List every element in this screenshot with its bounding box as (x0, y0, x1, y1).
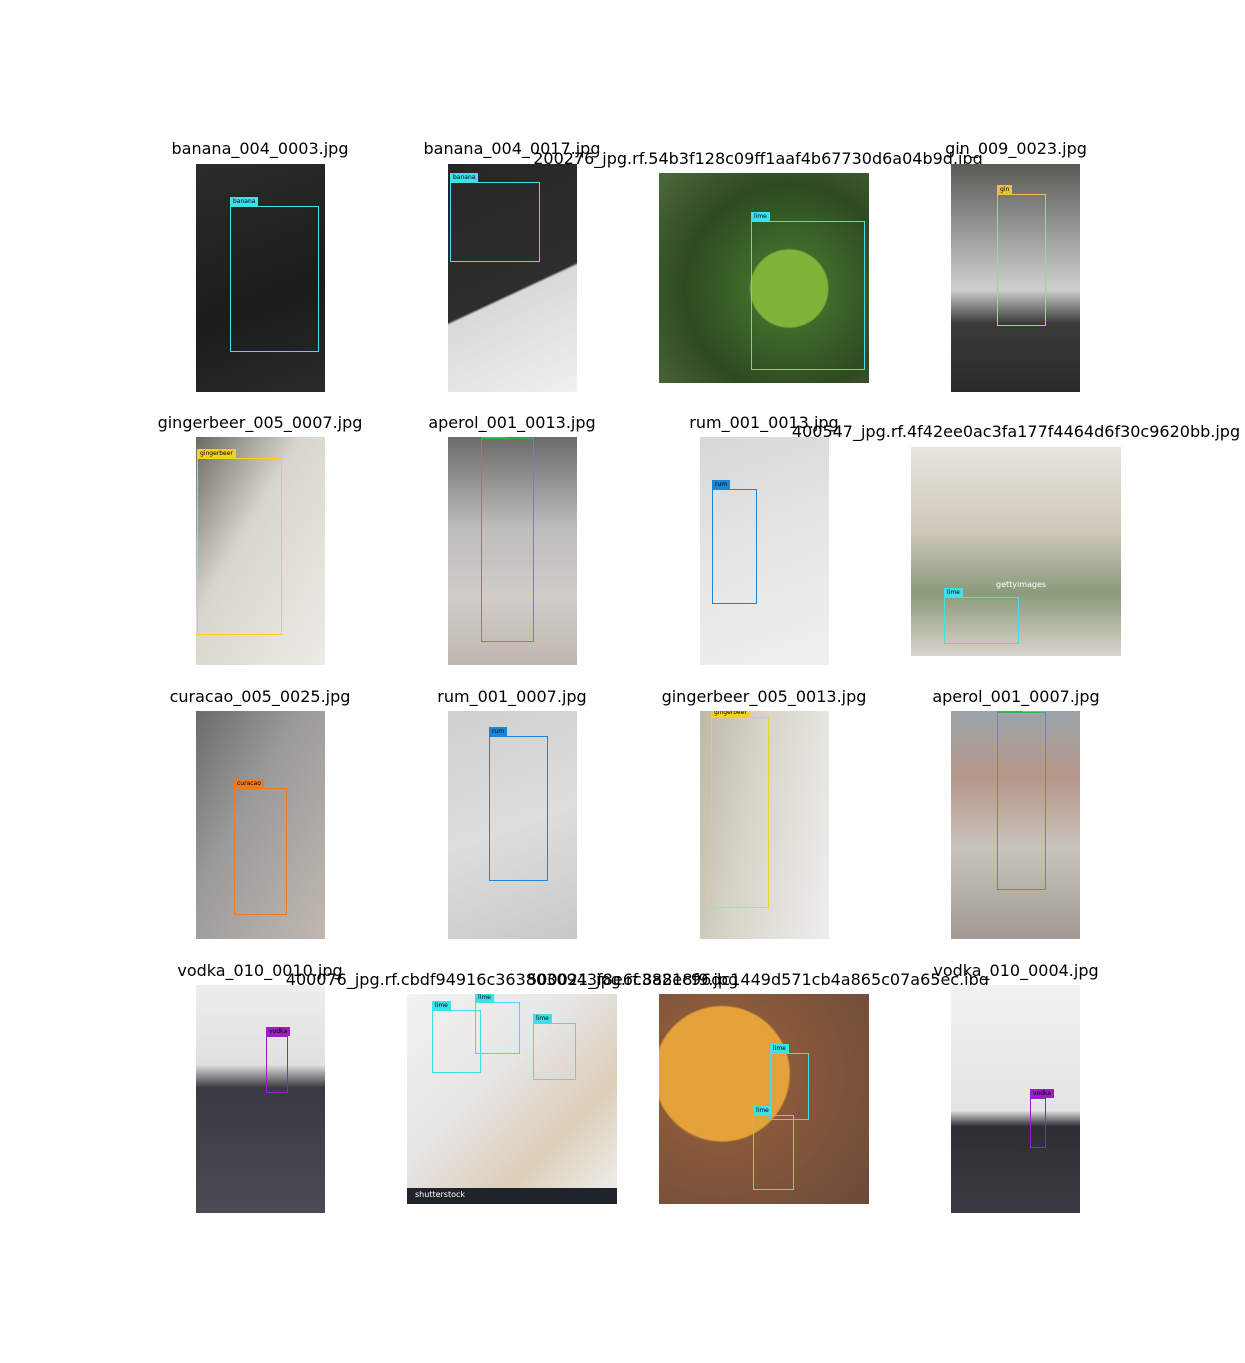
bounding-box-gingerbeer (711, 717, 769, 908)
image-title: rum_001_0007.jpg (437, 687, 587, 706)
bounding-box-gin (997, 194, 1046, 326)
detection-image: rum (448, 711, 577, 939)
image-title: gingerbeer_005_0007.jpg (157, 413, 363, 432)
class-label: banana (450, 173, 479, 182)
class-label: lime (944, 588, 963, 597)
detection-image: aperol (951, 711, 1080, 939)
detection-image: curacao (196, 711, 325, 939)
bounding-box-lime (770, 1053, 809, 1120)
bounding-box-gingerbeer (197, 458, 282, 635)
detection-image: gin (951, 164, 1080, 392)
class-label: gingerbeer (711, 711, 750, 717)
image-title: 500021_jpg.rf.8a8ec96dc1449d571cb4a865c0… (527, 970, 989, 989)
image-title: banana_004_0017.jpg (423, 139, 601, 158)
bounding-box-lime (944, 597, 1019, 644)
image-title: 200276_jpg.rf.54b3f128c09ff1aaf4b67730d6… (533, 149, 983, 168)
bounding-box-vodka (266, 1036, 288, 1093)
class-label: lime (432, 1001, 451, 1010)
class-label: banana (230, 197, 259, 206)
class-label: lime (475, 994, 494, 1002)
image-title: gingerbeer_005_0013.jpg (661, 687, 867, 706)
image-title: vodka_010_0010.jpg (177, 961, 343, 980)
watermark-text: shutterstock (415, 1190, 466, 1199)
image-title: aperol_001_0013.jpg (428, 413, 596, 432)
detection-image: lime lime (659, 994, 869, 1204)
image-title: aperol_001_0007.jpg (932, 687, 1100, 706)
image-title: curacao_005_0025.jpg (169, 687, 351, 706)
image-title: 400547_jpg.rf.4f42ee0ac3fa177f4464d6f30c… (791, 422, 1241, 441)
detection-image: vodka (196, 985, 325, 1213)
bounding-box-banana (450, 182, 540, 262)
image-title: banana_004_0003.jpg (171, 139, 349, 158)
watermark-text: gettyimages (996, 580, 1047, 589)
detection-image: gingerbeer (700, 711, 829, 939)
detection-image: gingerbeer (196, 437, 325, 665)
bounding-box-lime (753, 1115, 794, 1190)
class-label: aperol (997, 711, 1022, 712)
detection-image: rum (700, 437, 829, 665)
class-label: lime (751, 212, 770, 221)
bounding-box-vodka (1030, 1098, 1046, 1148)
image-title: gin_009_0023.jpg (945, 139, 1087, 158)
class-label: lime (770, 1044, 789, 1053)
class-label: vodka (266, 1027, 291, 1036)
class-label: lime (533, 1014, 552, 1023)
image-title: vodka_010_0004.jpg (933, 961, 1099, 980)
class-label: rum (489, 727, 508, 736)
detection-image: shutterstock lime lime lime (407, 994, 617, 1204)
class-label: vodka (1030, 1089, 1055, 1098)
image-title: 400076_jpg.rf.cbdf94916c3638030943f8e6c3… (285, 970, 739, 989)
class-label: curacao (234, 779, 264, 788)
bounding-box-lime (533, 1023, 576, 1080)
detection-image: gettyimages lime (911, 447, 1121, 656)
bounding-box-curacao (234, 788, 287, 915)
image-title: rum_001_0013.jpg (689, 413, 839, 432)
class-label: gin (997, 185, 1013, 194)
detection-image: banana (196, 164, 325, 392)
class-label: rum (712, 480, 731, 489)
bounding-box-aperol (997, 712, 1046, 890)
bounding-box-lime (475, 1002, 520, 1054)
bounding-box-rum (489, 736, 548, 881)
detection-image: lime (659, 173, 869, 383)
detection-image: aperol (448, 437, 577, 665)
bounding-box-lime (751, 221, 865, 370)
class-label: lime (753, 1106, 772, 1115)
class-label: aperol (481, 437, 506, 438)
watermark-bar (407, 1188, 617, 1204)
bounding-box-aperol (481, 438, 534, 642)
detection-image: banana (448, 164, 577, 392)
detection-image: vodka (951, 985, 1080, 1213)
class-label: gingerbeer (197, 449, 236, 458)
bounding-box-rum (712, 489, 757, 604)
bounding-box-banana (230, 206, 319, 352)
bounding-box-lime (432, 1010, 481, 1073)
